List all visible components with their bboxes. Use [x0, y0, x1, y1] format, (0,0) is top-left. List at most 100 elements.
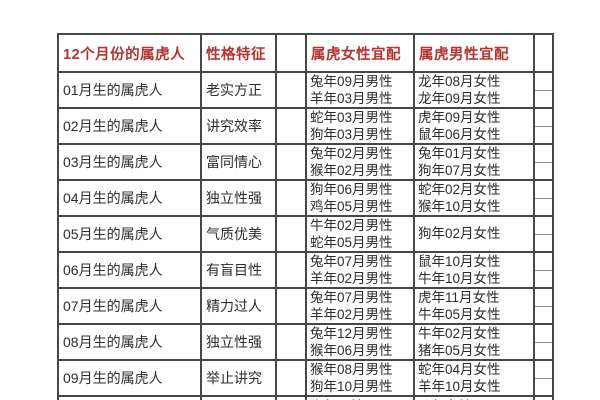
row-trait: 讲究效率: [202, 109, 277, 145]
gap-cell: [277, 397, 307, 400]
match-line: 猴年02月男性: [310, 163, 393, 178]
sliver-cell: [535, 73, 554, 109]
match-line: 兔年07月男性: [310, 253, 393, 269]
row-trait: 举止讲究: [202, 361, 277, 397]
row-trait: 独立性强: [202, 325, 277, 361]
match-line: 狗年03月男性: [310, 127, 393, 142]
row-female-match: 兔年09月男性 羊年03月男性: [307, 73, 415, 109]
header-month: 12个月份的属虎人: [59, 35, 202, 73]
match-line: 狗年06月男性: [310, 181, 393, 197]
grid-line: [535, 181, 552, 199]
gap-cell: [277, 109, 307, 145]
match-line: 猴年06月男性: [310, 343, 393, 358]
row-male-match: 虎年09月女性 鼠年06月女性: [415, 109, 535, 145]
match-line: 羊年03月男性: [310, 91, 393, 106]
match-line: 狗年02月女性: [418, 226, 501, 242]
row-month: 02月生的属虎人: [59, 109, 202, 145]
header-sliver-cell: [535, 35, 554, 73]
match-line: 兔年07月男性: [310, 289, 393, 305]
row-male-match: 蛇年04月女性 羊年10月女性: [415, 361, 535, 397]
match-line: 羊年02月男性: [310, 307, 393, 322]
match-line: 虎年11月女性: [418, 289, 500, 305]
row-month: 07月生的属虎人: [59, 289, 202, 325]
grid-line: [535, 253, 552, 271]
gap-cell: [277, 217, 307, 253]
grid-line: [535, 145, 552, 163]
match-line: 羊年10月女性: [418, 379, 501, 394]
sliver-cell: [535, 181, 554, 217]
grid-line: [535, 217, 552, 235]
row-male-match: 兔年01月女性 狗年07月女性: [415, 145, 535, 181]
row-month: 09月生的属虎人: [59, 361, 202, 397]
match-line: 龙年09月女性: [418, 91, 501, 106]
table-row: 06月生的属虎人 有盲目性 兔年07月男性 羊年02月男性 鼠年10月女性 牛年10月女性: [59, 253, 554, 289]
header-trait: 性格特征: [202, 35, 277, 73]
match-line: 兔年09月男性: [310, 73, 393, 89]
match-line: 蛇年04月女性: [418, 361, 501, 377]
match-line: 羊年02月男性: [310, 271, 393, 286]
table-row: 03月生的属虎人 富同情心 兔年02月男性 猴年02月男性 兔年01月女性 狗年07月女性: [59, 145, 554, 181]
gap-cell: [277, 181, 307, 217]
row-female-match: 狗年06月男性 鸡年05月男性: [307, 181, 415, 217]
zodiac-match-table: 12个月份的属虎人 性格特征 属虎女性宜配 属虎男性宜配 01月生的属虎人 老实方…: [57, 33, 554, 400]
gap-cell: [277, 73, 307, 109]
row-trait: 老实方正: [202, 73, 277, 109]
match-line: 鼠年06月女性: [418, 127, 501, 142]
sliver-cell: [535, 109, 554, 145]
row-female-match: 兔年07月男性 羊年02月男性: [307, 289, 415, 325]
row-female-match: 兔年12月男性 猴年06月男性: [307, 325, 415, 361]
sliver-cell: [535, 361, 554, 397]
row-month: 04月生的属虎人: [59, 181, 202, 217]
table-body: 01月生的属虎人 老实方正 兔年09月男性 羊年03月男性 龙年08月女性 龙年09月女性…: [59, 73, 554, 400]
gap-cell: [277, 325, 307, 361]
grid-line: [535, 289, 552, 307]
row-month: 10月生的属虎人: [59, 397, 202, 400]
sliver-cell: [535, 325, 554, 361]
match-line: 牛年10月女性: [418, 271, 501, 286]
row-month: 01月生的属虎人: [59, 73, 202, 109]
sliver-cell: [535, 397, 554, 400]
grid-line: [535, 325, 552, 343]
table-row: 07月生的属虎人 精力过人 兔年07月男性 羊年02月男性 虎年11月女性 牛年05月女性: [59, 289, 554, 325]
row-month: 05月生的属虎人: [59, 217, 202, 253]
table-row: 09月生的属虎人 举止讲究 猴年08月男性 狗年10月男性 蛇年04月女性 羊年10月女性: [59, 361, 554, 397]
match-line: 鼠年10月女性: [418, 253, 501, 269]
match-line: 狗年07月女性: [418, 163, 501, 178]
row-male-match: 虎年11月女性 牛年05月女性: [415, 289, 535, 325]
table-row: 04月生的属虎人 独立性强 狗年06月男性 鸡年05月男性 蛇年02月女性 猴年10月女性: [59, 181, 554, 217]
match-line: 蛇年02月女性: [418, 181, 501, 197]
grid-line: [535, 361, 552, 379]
row-trait: 精力过人: [202, 289, 277, 325]
row-month: 06月生的属虎人: [59, 253, 202, 289]
header-female-match: 属虎女性宜配: [307, 35, 415, 73]
table-row: 02月生的属虎人 讲究效率 蛇年03月男性 狗年03月男性 虎年09月女性 鼠年06月女性: [59, 109, 554, 145]
grid-line: [535, 109, 552, 127]
sliver-cell: [535, 289, 554, 325]
table-row: 05月生的属虎人 气质优美 牛年02月男性 蛇年05月男性 狗年02月女性: [59, 217, 554, 253]
table-row: 08月生的属虎人 独立性强 兔年12月男性 猴年06月男性 牛年02月女性 猪年05月女性: [59, 325, 554, 361]
row-month: 08月生的属虎人: [59, 325, 202, 361]
row-male-match: 蛇年02月女性 猴年10月女性: [415, 181, 535, 217]
match-line: 蛇年05月男性: [310, 235, 393, 250]
match-line: 猪年05月女性: [418, 343, 501, 358]
row-trait: 富同情心: [202, 145, 277, 181]
match-line: 牛年05月女性: [418, 307, 501, 322]
row-female-match: 兔年02月男性 猴年02月男性: [307, 145, 415, 181]
row-male-match: 鼠年10月女性 牛年10月女性: [415, 253, 535, 289]
gap-cell: [277, 253, 307, 289]
grid-line: [535, 73, 552, 91]
gap-cell: [277, 145, 307, 181]
match-line: 猴年10月女性: [418, 199, 501, 214]
header-gap-cell: [277, 35, 307, 73]
row-trait: 运气好: [202, 397, 277, 400]
table-header-row: 12个月份的属虎人 性格特征 属虎女性宜配 属虎男性宜配: [59, 35, 554, 73]
row-trait: 独立性强: [202, 181, 277, 217]
gap-cell: [277, 289, 307, 325]
row-female-match: 牛年02月男性 蛇年05月男性: [307, 217, 415, 253]
table-row: 01月生的属虎人 老实方正 兔年09月男性 羊年03月男性 龙年08月女性 龙年09月女性: [59, 73, 554, 109]
match-line: 龙年08月女性: [418, 73, 501, 89]
row-month: 03月生的属虎人: [59, 145, 202, 181]
match-line: 狗年10月男性: [310, 379, 393, 394]
row-trait: 有盲目性: [202, 253, 277, 289]
